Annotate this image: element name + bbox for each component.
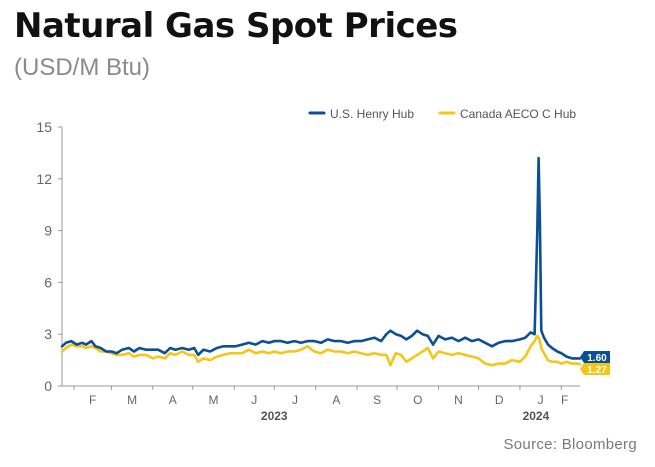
series-line-aeco-c-hub: [60, 334, 582, 367]
y-tick-label: 0: [44, 378, 52, 394]
end-labels: 1.601.27: [580, 351, 610, 376]
x-tick-label: N: [454, 393, 463, 407]
chart-legend: U.S. Henry Hub Canada AECO C Hub: [308, 107, 576, 121]
end-label-aeco-c-hub-text: 1.27: [587, 365, 607, 376]
source-note: Source: Bloomberg: [503, 436, 637, 453]
x-tick-label: O: [413, 393, 422, 407]
y-tick-label: 9: [44, 223, 52, 239]
x-tick-label: F: [561, 393, 568, 407]
legend-item-henry-hub-label: U.S. Henry Hub: [330, 107, 414, 121]
year-label: 2023: [261, 409, 288, 423]
x-tick-label: J: [251, 393, 257, 407]
y-tick-label: 12: [36, 171, 52, 187]
x-tick-label: J: [538, 393, 544, 407]
x-tick-label: A: [169, 393, 177, 407]
y-tick-label: 3: [44, 326, 52, 342]
y-tick-label: 15: [36, 119, 52, 135]
chart-subtitle: (USD/M Btu): [14, 54, 151, 81]
x-tick-label: J: [292, 393, 298, 407]
end-label-henry-hub-box: [580, 351, 610, 363]
end-label-aeco-c-hub-box: [580, 363, 610, 375]
x-tick-label: D: [495, 393, 504, 407]
legend-item-aeco-c-hub-label: Canada AECO C Hub: [460, 107, 576, 121]
x-tick-label: S: [373, 393, 381, 407]
chart-axes: 0 3 6 9 12 15 F M A M J J A S O N D J F 2023 2024: [36, 119, 580, 423]
x-tick-label: M: [127, 393, 137, 407]
chart-title: Natural Gas Spot Prices: [14, 6, 458, 46]
year-label: 2024: [523, 409, 550, 423]
chart-series: [60, 156, 582, 367]
y-tick-label: 6: [44, 274, 52, 290]
end-label-henry-hub-text: 1.60: [587, 353, 607, 364]
x-tick-label: M: [209, 393, 219, 407]
series-line-henry-hub: [60, 156, 582, 360]
x-tick-label: F: [89, 393, 96, 407]
x-tick-label: A: [332, 393, 340, 407]
